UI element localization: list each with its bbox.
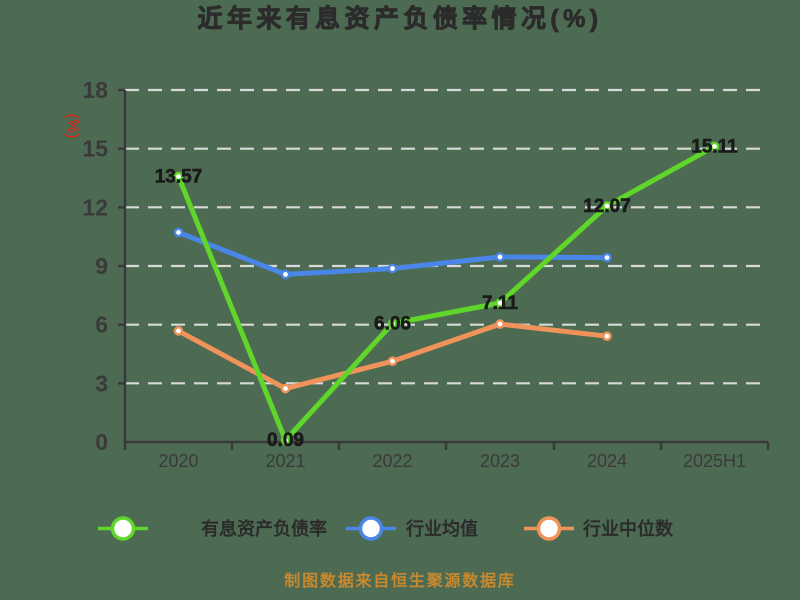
svg-text:0.09: 0.09 [267, 430, 304, 451]
svg-text:6.06: 6.06 [374, 314, 411, 335]
svg-text:3: 3 [95, 370, 108, 396]
svg-text:12: 12 [82, 194, 108, 220]
svg-text:6: 6 [95, 312, 108, 338]
svg-text:15: 15 [82, 136, 108, 162]
svg-text:7.11: 7.11 [482, 293, 518, 314]
svg-text:9: 9 [95, 253, 108, 279]
svg-text:0: 0 [95, 429, 108, 455]
svg-text:行业中位数: 行业中位数 [582, 518, 674, 539]
svg-text:2020: 2020 [158, 451, 198, 471]
svg-text:2021: 2021 [265, 451, 305, 471]
svg-text:2022: 2022 [372, 451, 412, 471]
svg-text:18: 18 [82, 77, 108, 103]
svg-text:2024: 2024 [587, 451, 627, 471]
svg-text:近年来有息资产负债率情况(%): 近年来有息资产负债率情况(%) [198, 4, 603, 33]
svg-text:12.07: 12.07 [583, 196, 631, 217]
svg-text:2025H1: 2025H1 [683, 451, 746, 471]
svg-text:制图数据来自恒生聚源数据库: 制图数据来自恒生聚源数据库 [284, 571, 515, 590]
svg-text:15.11: 15.11 [691, 137, 738, 158]
svg-text:(%): (%) [64, 114, 81, 139]
svg-text:有息资产负债率: 有息资产负债率 [201, 518, 327, 539]
svg-text:13.57: 13.57 [155, 167, 203, 188]
svg-text:行业均值: 行业均值 [405, 518, 478, 539]
svg-text:2023: 2023 [480, 451, 520, 471]
